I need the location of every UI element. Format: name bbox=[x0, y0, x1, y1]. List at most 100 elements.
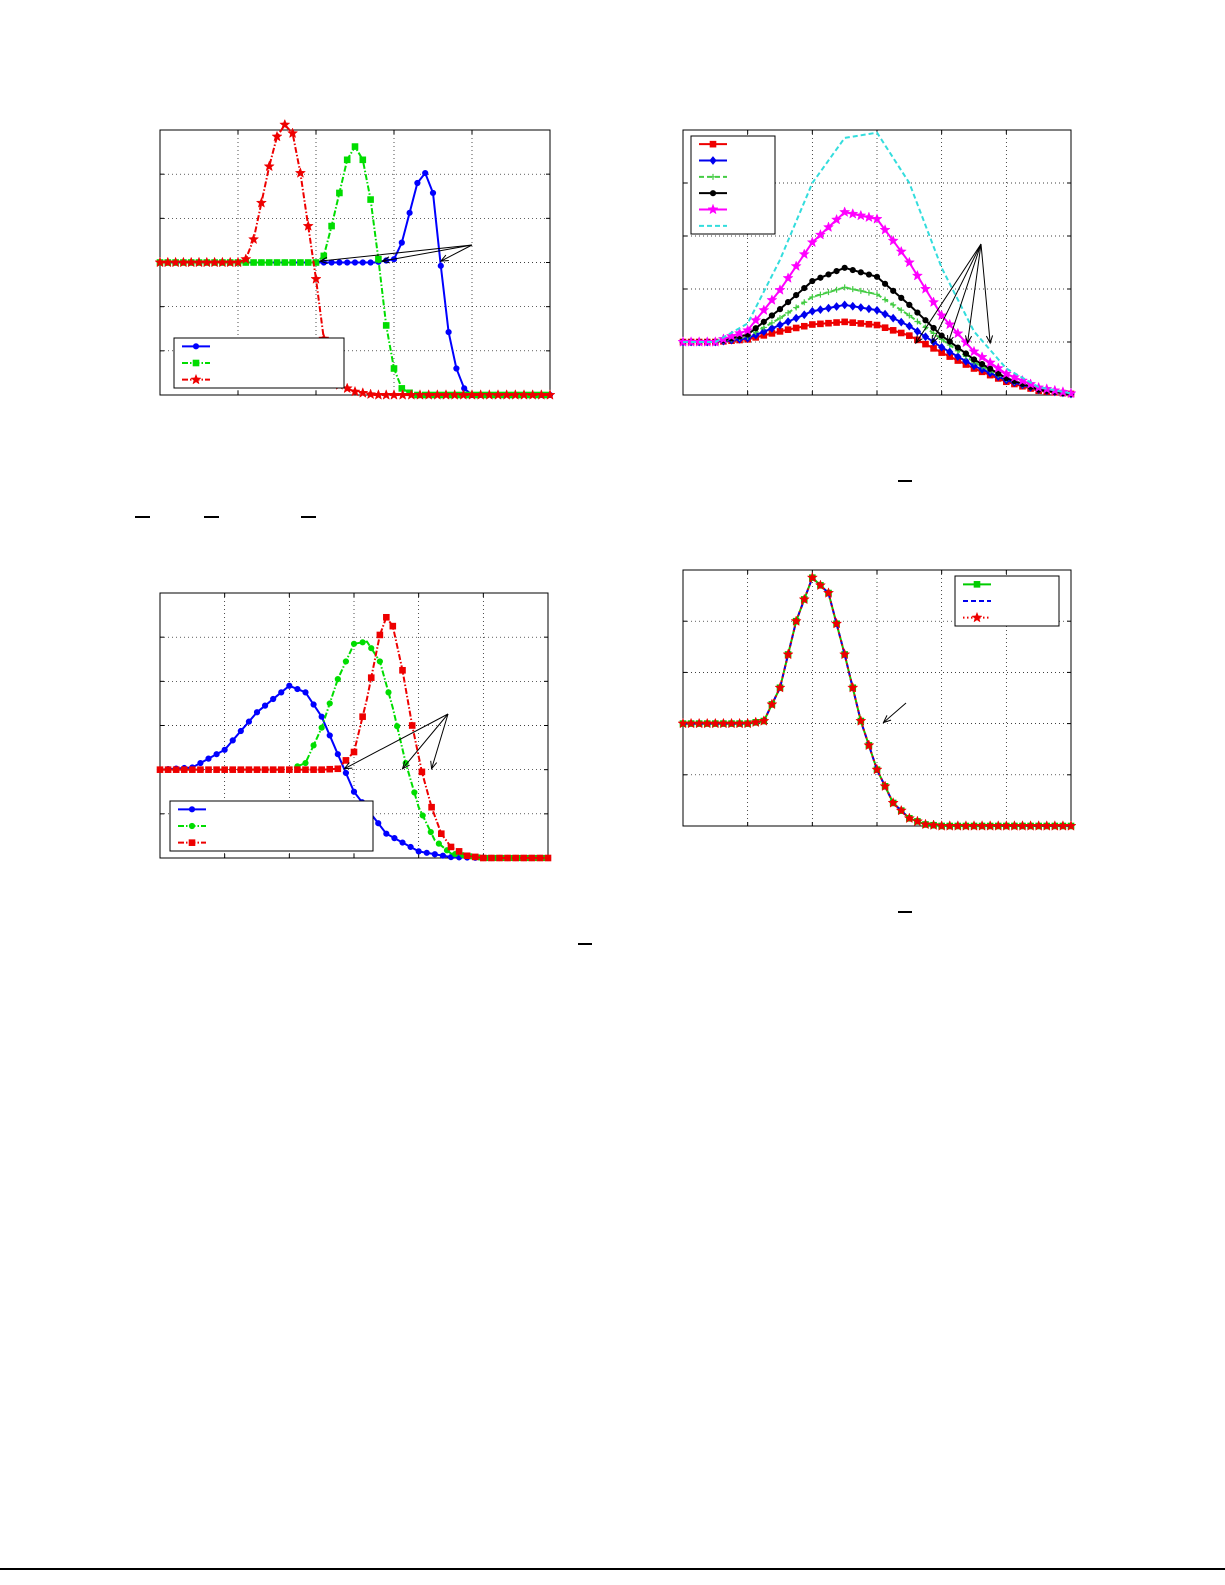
chart-c-series-3 bbox=[156, 613, 552, 862]
chart-b-data-point bbox=[825, 319, 832, 327]
chart-b-data-point bbox=[768, 323, 776, 333]
overbar-mark bbox=[301, 516, 316, 518]
chart-c-data-point bbox=[438, 830, 445, 838]
chart-b-svg bbox=[677, 129, 1077, 399]
chart-b-data-point bbox=[768, 319, 775, 326]
chart-b-data-point bbox=[879, 223, 891, 235]
chart-a-data-point bbox=[302, 220, 314, 231]
chart-b-data-point bbox=[914, 318, 921, 325]
chart-a-data-point bbox=[258, 259, 265, 266]
chart-b-arrow-head bbox=[964, 335, 973, 345]
chart-c-data-point bbox=[213, 766, 220, 773]
chart-c-data-point bbox=[439, 852, 447, 859]
chart-c-data-point bbox=[270, 695, 277, 703]
chart-c-data-point bbox=[350, 788, 358, 795]
chart-b-data-point bbox=[717, 333, 730, 344]
chart-b-data-point bbox=[766, 294, 778, 305]
chart-d-data-point bbox=[750, 716, 762, 728]
chart-b-data-point bbox=[911, 269, 924, 281]
chart-c-data-point bbox=[383, 830, 390, 837]
chart-a-data-point bbox=[232, 256, 244, 268]
chart-b-data-point bbox=[944, 318, 956, 330]
chart-b-data-point bbox=[841, 318, 848, 326]
chart-b-data-point bbox=[776, 320, 784, 330]
chart-b-data-point bbox=[992, 362, 1004, 374]
chart-c-data-point bbox=[389, 622, 397, 630]
overbar-mark bbox=[898, 911, 912, 913]
chart-b-data-point bbox=[906, 332, 913, 339]
chart-c-data-point bbox=[197, 766, 204, 773]
chart-a-data-point bbox=[297, 259, 304, 266]
chart-d-data-point bbox=[782, 648, 794, 660]
chart-b-data-point bbox=[1000, 367, 1012, 379]
chart-c-data-point bbox=[342, 658, 350, 665]
chart-b-data-point bbox=[833, 268, 840, 275]
chart-c-data-point bbox=[229, 766, 237, 773]
chart-c-data-point bbox=[286, 682, 293, 689]
chart-b-data-point bbox=[849, 319, 857, 326]
chart-b-data-point bbox=[995, 370, 1002, 377]
chart-c-arrow-line bbox=[431, 713, 449, 769]
chart-c-data-point bbox=[375, 820, 382, 827]
chart-a-data-point bbox=[364, 388, 377, 400]
chart-b-data-point bbox=[855, 209, 867, 221]
chart-c-data-point bbox=[418, 768, 426, 776]
chart-c-data-point bbox=[294, 685, 301, 693]
chart-d-svg bbox=[677, 569, 1077, 831]
chart-a-data-point bbox=[271, 130, 283, 142]
chart-a-arrow-line bbox=[440, 244, 473, 262]
chart-d-data-point bbox=[863, 739, 875, 751]
chart-a-data-point bbox=[349, 385, 361, 397]
chart-b-data-point bbox=[976, 351, 988, 362]
chart-c-data-point bbox=[342, 769, 350, 777]
chart-b-data-point bbox=[913, 327, 922, 336]
chart-c-data-point bbox=[411, 789, 418, 796]
chart-b-data-point bbox=[906, 301, 913, 308]
chart-b-data-point bbox=[898, 307, 905, 314]
chart-b-data-point bbox=[857, 303, 865, 312]
chart-a-data-point bbox=[429, 189, 437, 197]
chart-a-data-point bbox=[422, 169, 429, 177]
chart-c-data-point bbox=[407, 843, 414, 851]
chart-d-data-point bbox=[919, 818, 932, 830]
chart-c-data-point bbox=[408, 722, 416, 729]
chart-b-data-point bbox=[922, 340, 929, 348]
chart-b-data-point bbox=[785, 309, 792, 316]
chart-c-data-point bbox=[383, 613, 390, 621]
chart-c-legend-marker bbox=[188, 806, 196, 813]
chart-b-data-point bbox=[960, 336, 972, 348]
chart-b-data-point bbox=[801, 299, 808, 306]
chart-c-data-point bbox=[376, 658, 383, 665]
chart-a-legend-marker bbox=[190, 373, 202, 385]
chart-b-data-point bbox=[752, 325, 759, 332]
chart-b-data-point bbox=[927, 296, 940, 308]
chart-b-arrow-line bbox=[915, 243, 982, 344]
chart-a-data-point bbox=[344, 259, 351, 266]
chart-b-data-point bbox=[784, 326, 792, 333]
chart-c-data-point bbox=[359, 639, 366, 646]
chart-b-data-point bbox=[919, 283, 932, 294]
chart-c-data-point bbox=[237, 727, 244, 735]
chart-b-data-point bbox=[816, 305, 825, 315]
chart-c-data-point bbox=[504, 854, 511, 862]
chart-b-data-point bbox=[952, 327, 964, 339]
chart-b-data-point bbox=[824, 303, 833, 313]
chart-a-data-point bbox=[279, 118, 291, 130]
chart-b-arrow-head bbox=[946, 335, 954, 345]
chart-b-data-point bbox=[857, 269, 864, 276]
chart-b-data-point bbox=[1024, 378, 1037, 389]
chart-b-data-point bbox=[814, 228, 827, 240]
chart-c-data-point bbox=[427, 828, 434, 836]
chart-c-svg bbox=[156, 592, 552, 862]
chart-b-data-point bbox=[784, 299, 792, 306]
chart-b-data-point bbox=[847, 207, 859, 219]
chart-c-data-point bbox=[428, 803, 435, 811]
chart-b-data-point bbox=[890, 301, 897, 308]
chart-c-annotation-arrows bbox=[343, 713, 449, 771]
chart-a-legend bbox=[173, 337, 345, 389]
chart-c-legend-marker bbox=[188, 839, 196, 846]
chart-d-data-point bbox=[895, 804, 907, 816]
chart-b-data-point bbox=[938, 332, 945, 339]
chart-a-data-point bbox=[336, 259, 343, 266]
chart-b-data-point bbox=[792, 313, 800, 323]
